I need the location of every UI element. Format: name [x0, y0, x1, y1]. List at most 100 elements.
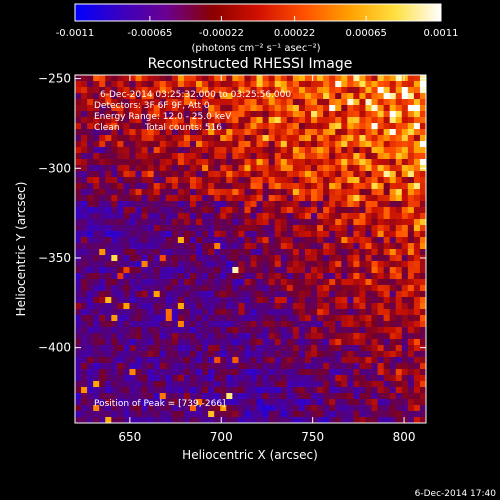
heatmap-cell [153, 87, 161, 94]
heatmap-cell [329, 303, 336, 310]
heatmap-cell [208, 195, 215, 202]
heatmap-cell [407, 255, 415, 262]
heatmap-cell [189, 195, 197, 202]
heatmap-cell [189, 231, 197, 238]
heatmap-cell [250, 303, 258, 310]
heatmap-cell [335, 99, 342, 106]
heatmap-cell [353, 165, 361, 172]
heatmap-cell [153, 147, 161, 154]
heatmap-cell [81, 279, 88, 286]
heatmap-cell [280, 129, 288, 136]
heatmap-cell [335, 153, 342, 160]
heatmap-cell [286, 255, 294, 262]
heatmap-cell [129, 171, 137, 178]
heatmap-cell [244, 159, 252, 166]
heatmap-cell [250, 111, 258, 118]
heatmap-cell [135, 75, 143, 82]
heatmap-cell [256, 345, 264, 352]
heatmap-cell [177, 147, 185, 154]
heatmap-cell [75, 249, 82, 256]
heatmap-cell [111, 81, 118, 88]
heatmap-cell [268, 375, 276, 382]
heatmap-cell [220, 249, 227, 256]
heatmap-cell [214, 363, 221, 370]
heatmap-cell [153, 183, 161, 190]
heatmap-cell [286, 375, 294, 382]
heatmap-cell [274, 369, 282, 376]
heatmap-cell [329, 243, 336, 250]
heatmap-cell [347, 285, 354, 292]
heatmap-cell [298, 207, 306, 214]
heatmap-cell [311, 219, 318, 226]
heatmap-cell [75, 291, 82, 298]
heatmap-cell [214, 387, 221, 394]
heatmap-cell [153, 321, 161, 328]
heatmap-cell [220, 201, 227, 208]
heatmap-cell [159, 327, 167, 334]
heatmap-cell [220, 81, 227, 88]
heatmap-cell [183, 201, 191, 208]
heatmap-cell [371, 213, 379, 220]
heatmap-cell [129, 381, 137, 388]
heatmap-cell [183, 93, 191, 100]
heatmap-cell [371, 291, 379, 298]
heatmap-cell [111, 189, 118, 196]
heatmap-cell [196, 267, 203, 274]
heatmap-cell [383, 249, 391, 256]
heatmap-cell [286, 141, 294, 148]
heatmap-cell [268, 243, 276, 250]
heatmap-cell [111, 195, 118, 202]
heatmap-cell [183, 327, 191, 334]
heatmap-cell [329, 135, 336, 142]
heatmap-cell [129, 393, 137, 400]
heatmap-cell [304, 327, 312, 334]
heatmap-cell [377, 129, 385, 136]
heatmap-cell [75, 129, 82, 136]
heatmap-cell [262, 411, 270, 418]
heatmap-cell [214, 165, 221, 172]
heatmap-cell [202, 99, 209, 106]
heatmap-cell [105, 129, 112, 136]
heatmap-cell [389, 99, 397, 106]
heatmap-cell [341, 141, 348, 148]
heatmap-cell [196, 291, 203, 298]
heatmap-cell [111, 93, 118, 100]
heatmap-cell [159, 285, 167, 292]
heatmap-cell [183, 417, 191, 423]
heatmap-cell [341, 183, 348, 190]
heatmap-cell [141, 195, 149, 202]
heatmap-cell [171, 327, 179, 334]
heatmap-cell [383, 357, 391, 364]
heatmap-cell [268, 411, 276, 418]
heatmap-cell [274, 183, 282, 190]
heatmap-cell [147, 303, 155, 310]
heatmap-cell [232, 135, 239, 142]
heatmap-cell [389, 273, 397, 280]
heatmap-cell [111, 231, 118, 238]
heatmap-cell [413, 345, 421, 352]
heatmap-cell [419, 231, 426, 238]
heatmap-cell [220, 189, 227, 196]
heatmap-cell [196, 87, 203, 94]
heatmap-cell [159, 123, 167, 130]
heatmap-cell [153, 303, 161, 310]
heatmap-cell [196, 189, 203, 196]
heatmap-cell [329, 207, 336, 214]
heatmap-cell [171, 225, 179, 232]
heatmap-cell [93, 297, 100, 304]
heatmap-cell [311, 369, 318, 376]
heatmap-cell [153, 123, 161, 130]
heatmap-cell [395, 393, 403, 400]
heatmap-cell [304, 165, 312, 172]
heatmap-cell [329, 87, 336, 94]
heatmap-cell [383, 309, 391, 316]
heatmap-cell [256, 285, 264, 292]
heatmap-cell [341, 147, 348, 154]
heatmap-cell [365, 81, 373, 88]
heatmap-cell [371, 315, 379, 322]
heatmap-cell [256, 81, 264, 88]
heatmap-cell [268, 213, 276, 220]
heatmap-cell [389, 75, 397, 82]
heatmap-cell [419, 273, 426, 280]
heatmap-cell [389, 243, 397, 250]
